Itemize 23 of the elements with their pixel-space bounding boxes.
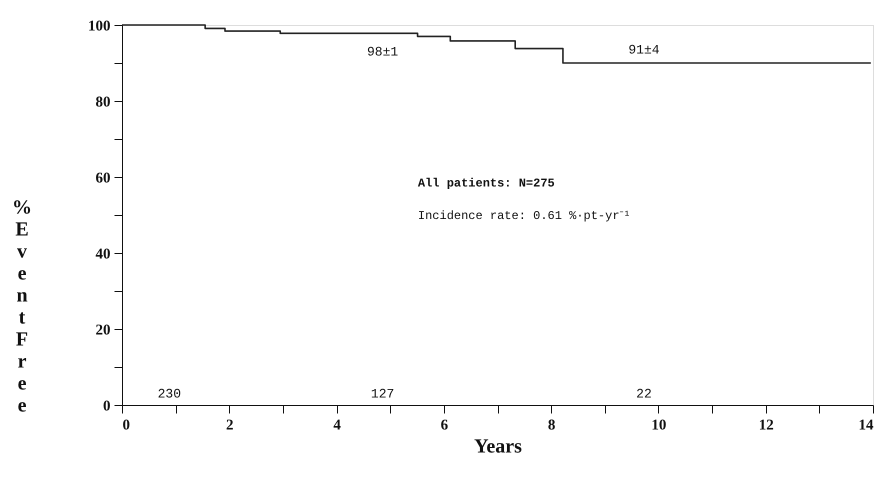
annotation: 127 (370, 386, 394, 402)
annotation: 22 (636, 386, 652, 402)
annotation: Incidence rate: 0.61 %·pt-yr⁻¹ (418, 209, 631, 223)
annotation: 98±1 (366, 44, 398, 60)
y-tick-label: 20 (96, 322, 110, 338)
x-tick-label: 2 (226, 418, 234, 434)
x-tick-label: 12 (758, 418, 774, 434)
y-tick-label: 80 (96, 94, 110, 110)
y-tick-label: 100 (88, 18, 110, 34)
annotation: 91±4 (628, 42, 660, 58)
x-tick-label: 8 (548, 418, 556, 434)
y-tick-label: 0 (103, 398, 110, 414)
x-tick-label: 10 (651, 418, 666, 434)
y-tick-label: 60 (96, 170, 110, 186)
text: % Event Free (12, 196, 32, 416)
x-tick-label: 4 (333, 418, 342, 434)
annotation: All patients: N=275 (418, 176, 555, 191)
x-tick-label: 6 (440, 418, 449, 434)
x-tick-label: 14 (858, 418, 874, 434)
x-axis-title: Years (474, 436, 522, 458)
y-tick-label: 40 (96, 246, 110, 262)
annotation: 230 (158, 386, 182, 402)
x-tick-label: 0 (122, 418, 130, 434)
